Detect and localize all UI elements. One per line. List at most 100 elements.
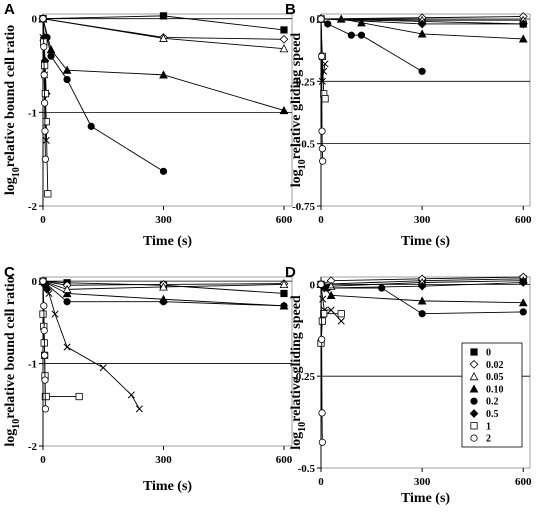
- data-point-d-circle-open-1: [318, 335, 326, 344]
- legend-marker-triangle-filled: [469, 384, 479, 393]
- legend-label-4: 0.2: [486, 397, 499, 408]
- series-a-circle-open: [39, 15, 50, 163]
- data-point-b-triangle-filled-2: [357, 18, 366, 27]
- data-point-a-square-open-4: [42, 118, 50, 126]
- legend-marker-square-open: [470, 422, 478, 430]
- data-point-d-diamond-filled-3: [518, 278, 528, 287]
- data-point-a-circle-open-0: [39, 15, 47, 23]
- y-axis-title-a: log10relative bound cell ratio: [3, 25, 22, 195]
- y-tick-label-d-1: -0.25: [292, 371, 315, 383]
- x-tick-label-d-2: 600: [515, 476, 532, 488]
- data-point-d-circle-open-0: [317, 280, 325, 288]
- data-point-a-triangle-open-1: [159, 33, 168, 42]
- y-tick-label-a-1: -1: [28, 107, 37, 119]
- y-tick-label-c-1: -1: [28, 359, 37, 371]
- x-tick-label-a-1: 300: [155, 214, 172, 226]
- series-line-c-square-filled: [42, 280, 284, 294]
- legend-marker-diamond-filled: [469, 409, 479, 418]
- data-point-d-square-open-2: [320, 310, 328, 318]
- data-point-a-triangle-filled-1: [46, 45, 56, 54]
- data-point-c-triangle-open-3: [279, 279, 289, 289]
- legend-marker-circle-filled: [470, 397, 478, 405]
- data-point-a-circle-open-1: [40, 43, 48, 51]
- data-point-a-circle-open-2: [40, 71, 48, 79]
- data-point-c-diamond-filled-2: [42, 285, 52, 294]
- y-tick-label-a-2: -2: [28, 201, 38, 213]
- data-point-d-cross-3: [327, 306, 335, 314]
- x-tick-label-c-2: 600: [276, 454, 293, 466]
- x-tick-label-d-0: 0: [318, 476, 324, 488]
- data-point-b-circle-open-4: [319, 157, 327, 165]
- data-point-b-cross-1: [318, 77, 326, 85]
- data-point-b-triangle-filled-4: [518, 34, 528, 43]
- legend-label-3: 0.10: [486, 384, 504, 395]
- data-point-c-cross-2: [51, 310, 59, 318]
- data-point-d-triangle-filled-3: [518, 298, 528, 307]
- y-axis-title-c: log10relative bound cell ratio: [3, 276, 22, 446]
- legend-marker-circle-open: [470, 434, 478, 442]
- legend-label-2: 0.05: [486, 372, 504, 383]
- y-axis-title-d: log10relative gliding speed: [289, 295, 308, 450]
- data-point-d-circle-open-3: [318, 438, 326, 446]
- data-point-d-square-open-1: [318, 317, 326, 325]
- series-line-d-triangle-open: [320, 280, 524, 287]
- legend-entry-7: 2: [470, 434, 491, 445]
- x-tick-label-b-0: 0: [318, 214, 324, 226]
- series-line-a-circle-open: [42, 18, 46, 160]
- y-tick-label-b-2: -0.5: [298, 139, 316, 151]
- series-line-c-circle-filled: [42, 280, 284, 307]
- legend-box: [461, 342, 523, 448]
- data-point-a-square-filled-2: [280, 26, 288, 34]
- data-point-a-triangle-open-2: [279, 44, 289, 53]
- y-tick-label-b-0: 0: [310, 14, 316, 26]
- series-line-c-triangle-filled: [42, 280, 284, 307]
- series-line-c-triangle-open: [42, 280, 284, 290]
- legend-label-7: 2: [486, 434, 491, 445]
- legend-entry-5: 0.5: [469, 409, 499, 420]
- data-point-c-triangle-filled-3: [279, 301, 289, 310]
- legend-marker-triangle-open: [469, 372, 479, 381]
- series-line-d-circle-open: [320, 284, 323, 443]
- y-tick-label-d-2: -0.5: [298, 463, 316, 475]
- data-point-b-triangle-filled-3: [417, 29, 427, 38]
- data-point-b-diamond-filled-1: [417, 19, 427, 29]
- series-line-c-square-open: [42, 314, 80, 397]
- data-point-d-square-open-3: [337, 310, 345, 318]
- series-line-c-diamond-open: [42, 280, 284, 286]
- legend-entry-6: 1: [470, 421, 491, 432]
- legend-entry-0: 0: [470, 348, 491, 359]
- data-point-a-circle-open-4: [41, 127, 49, 135]
- legend-entry-4: 0.2: [470, 397, 499, 408]
- data-point-d-circle-filled-2: [378, 284, 386, 292]
- data-point-a-circle-filled-2: [47, 52, 55, 60]
- panel-letter-c: C: [4, 264, 15, 281]
- legend-label-5: 0.5: [486, 409, 499, 420]
- data-point-c-triangle-filled-1: [62, 288, 72, 298]
- legend: 00.020.050.10 0.20.51 2: [461, 342, 523, 448]
- x-tick-label-c-0: 0: [40, 454, 46, 466]
- data-point-b-square-open-3: [321, 95, 329, 103]
- y-tick-label-a-0: 0: [32, 14, 38, 26]
- series-a-circle-filled: [39, 15, 168, 175]
- data-point-c-cross-6: [135, 405, 143, 413]
- data-point-a-circle-open-5: [41, 155, 50, 163]
- data-point-a-circle-filled-5: [159, 167, 168, 175]
- data-point-a-triangle-filled-2: [62, 65, 72, 74]
- data-point-c-cross-3: [63, 343, 71, 351]
- data-point-a-circle-filled-4: [87, 122, 95, 130]
- x-axis-title-d: Time (s): [401, 491, 450, 506]
- data-point-c-square-open-0: [39, 310, 47, 318]
- x-axis-title-a: Time (s): [143, 234, 192, 249]
- data-point-b-circle-open-0: [317, 15, 325, 23]
- data-point-b-circle-filled-1: [324, 20, 332, 28]
- data-point-a-square-open-3: [41, 90, 50, 98]
- data-point-c-circle-open-5: [41, 405, 50, 413]
- series-line-c-circle-open: [42, 281, 46, 409]
- x-tick-label-c-1: 300: [155, 454, 172, 466]
- series-c-circle-open: [39, 277, 50, 413]
- series-line-c-cross: [42, 280, 140, 410]
- data-point-c-square-open-7: [75, 392, 83, 401]
